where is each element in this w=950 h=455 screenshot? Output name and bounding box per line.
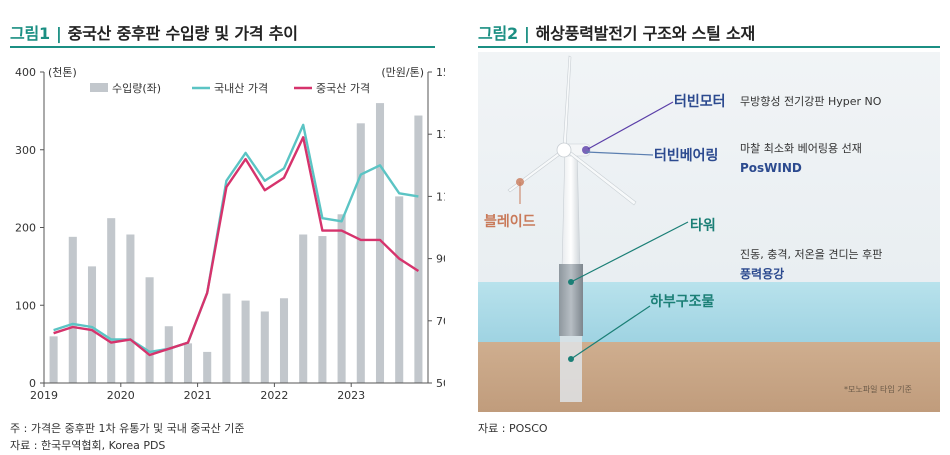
right-tick-label: 50	[436, 377, 445, 390]
turbine-bearing-desc: 마찰 최소화 베어링용 선재	[740, 142, 862, 155]
right-axis-unit: (만원/톤)	[381, 66, 424, 79]
bearing-leader-line	[585, 151, 654, 156]
turbine-motor-desc: 무방향성 전기강판 Hyper NO	[740, 95, 882, 108]
tower-desc: 진동, 충격, 저온을 견디는 후판	[740, 248, 882, 261]
left-tick-label: 300	[15, 144, 36, 157]
legend-bar-swatch	[90, 83, 108, 92]
blade-label: 블레이드	[484, 213, 536, 230]
import-volume-bar	[49, 336, 58, 383]
right-tick-label: 90	[436, 253, 445, 266]
axes-group: 0 100 200 300 400 50 70 90 110 130 150 2019 2020 2021…	[15, 65, 445, 402]
price-line-domestic	[53, 123, 419, 354]
motor-leader-line	[587, 101, 674, 150]
import-volume-bar	[395, 196, 404, 383]
figure1-title-separator: |	[55, 24, 62, 43]
figure1-title-number: 그림1	[10, 24, 50, 43]
tower-leader-line	[570, 221, 689, 283]
seabed-layer	[478, 342, 940, 412]
turbine-bearing-label: 터빈베어링	[654, 147, 718, 164]
import-volume-bar	[337, 214, 346, 383]
legend: 수입량(좌) 국내산 가격 중국산 가격	[90, 82, 370, 95]
turbine-motor-label: 터빈모터	[674, 94, 726, 110]
import-volume-bar	[318, 236, 327, 383]
x-tick-label: 2023	[337, 389, 365, 402]
figure1-title-rule	[10, 46, 435, 48]
import-volume-bar	[87, 266, 97, 383]
figure2-title-separator: |	[523, 24, 530, 43]
left-tick-label: 200	[15, 222, 36, 235]
monopile-shape	[560, 336, 582, 402]
legend-label: 국내산 가격	[214, 82, 268, 95]
x-tick-label: 2021	[184, 389, 212, 402]
figure1-title-text: 중국산 중후판 수입량 및 가격 추이	[67, 24, 298, 43]
x-tick-label: 2020	[107, 389, 135, 402]
import-volume-bar	[126, 234, 135, 383]
import-volume-bar	[68, 236, 77, 383]
footnote-label: *모노파일 타입 기준	[844, 385, 912, 394]
motor-marker	[582, 146, 590, 154]
import-volume-bar	[414, 115, 423, 383]
left-tick-label: 100	[15, 299, 36, 312]
left-tick-label: 0	[29, 377, 36, 390]
figure1-note: 주 : 가격은 중후판 1차 유통가 및 국내 중국산 기준	[10, 422, 245, 435]
legend-label: 중국산 가격	[316, 82, 370, 95]
figure2-title-rule	[478, 46, 940, 48]
figure2-title: 그림2 | 해상풍력발전기 구조와 스틸 소재	[478, 20, 755, 44]
right-tick-label: 130	[436, 128, 445, 141]
rotor-hub-shape	[556, 142, 572, 158]
figure1-source: 자료 : 한국무역협회, Korea PDS	[10, 439, 166, 452]
import-price-chart: 0 100 200 300 400 50 70 90 110 130 150 2019 2020 2021…	[15, 65, 445, 402]
substructure-label: 하부구조물	[650, 293, 715, 310]
import-volume-bar	[375, 103, 385, 383]
figure2-source: 자료 : POSCO	[478, 422, 548, 435]
tower-label: 타워	[690, 218, 716, 234]
tower-product: 풍력용강	[740, 266, 784, 281]
import-volume-bar	[356, 123, 365, 383]
import-volume-bar	[222, 293, 231, 383]
import-volume-bar	[183, 343, 193, 383]
import-volume-bar	[145, 277, 154, 383]
import-volume-bar	[279, 298, 289, 383]
substructure-leader-line	[570, 305, 651, 360]
sea-layer	[478, 282, 940, 342]
transition-piece-shape	[559, 264, 583, 336]
import-volume-bar	[107, 218, 116, 383]
import-volume-bar	[203, 351, 212, 383]
turbine-bearing-product: PosWIND	[740, 161, 802, 175]
right-tick-label: 150	[436, 66, 445, 79]
right-tick-label: 70	[436, 315, 445, 328]
offshore-wind-turbine-illustration: 터빈모터 무방향성 전기강판 Hyper NO 터빈베어링 마찰 최소화 베어링…	[478, 52, 940, 412]
bar-series-group	[49, 103, 423, 383]
import-volume-bar	[299, 234, 308, 383]
figure2-title-text: 해상풍력발전기 구조와 스틸 소재	[535, 24, 756, 43]
import-volume-bar	[164, 326, 173, 383]
line-series-group	[53, 123, 420, 357]
price-line-china	[53, 136, 420, 357]
x-tick-label: 2019	[30, 389, 58, 402]
left-tick-label: 400	[15, 66, 36, 79]
figure1-title: 그림1 | 중국산 중후판 수입량 및 가격 추이	[10, 20, 298, 44]
figure2-title-number: 그림2	[478, 24, 518, 43]
tower-shape	[561, 146, 581, 271]
x-tick-label: 2022	[260, 389, 288, 402]
import-volume-bar	[260, 311, 269, 383]
right-tick-label: 110	[436, 190, 445, 203]
import-volume-bar	[241, 300, 250, 383]
left-axis-unit: (천톤)	[48, 65, 77, 79]
legend-label: 수입량(좌)	[112, 82, 161, 95]
